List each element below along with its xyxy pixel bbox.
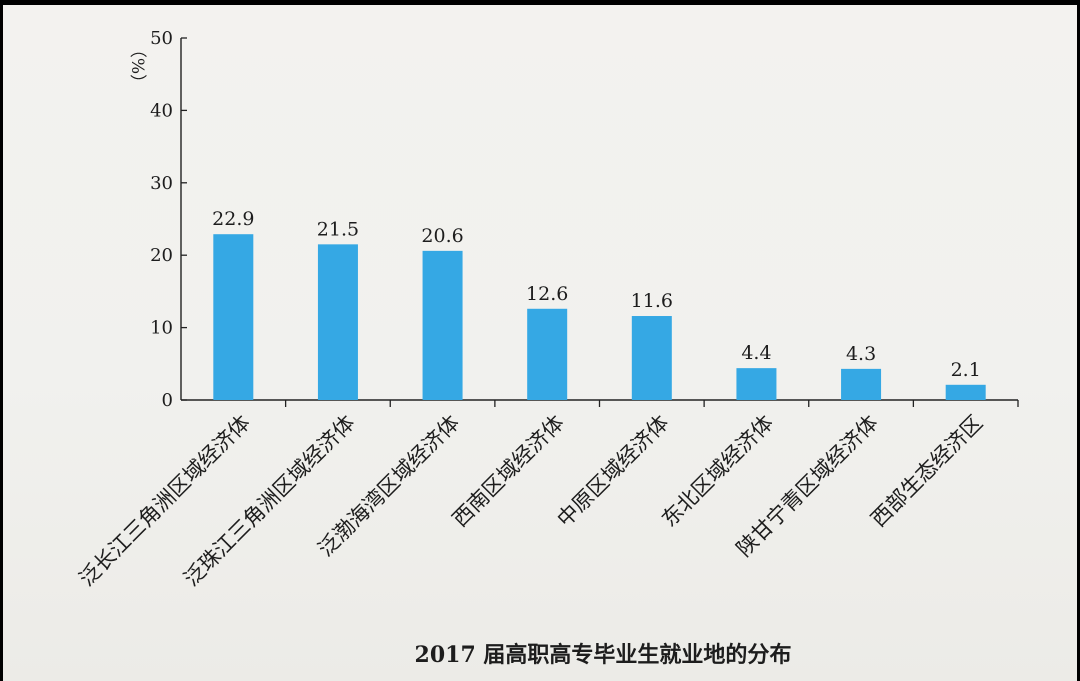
category-label: 泛长江三角洲区域经济体 <box>75 411 255 591</box>
y-tick-label: 0 <box>162 390 173 411</box>
bar-value-label: 12.6 <box>526 283 568 305</box>
bar-value-label: 22.9 <box>212 208 254 230</box>
y-tick-label: 50 <box>150 28 173 49</box>
y-axis-unit-label: （%） <box>127 41 147 91</box>
y-tick-label: 20 <box>150 245 173 266</box>
bar-value-label: 4.3 <box>846 343 876 365</box>
category-labels: 泛长江三角洲区域经济体泛珠江三角洲区域经济体泛渤海湾区域经济体西南区域经济体中原… <box>75 411 988 591</box>
chart-title: 2017 届高职高专毕业生就业地的分布 <box>415 642 792 668</box>
y-axis: 0 10 20 30 40 50 <box>150 28 187 411</box>
category-label: 泛珠江三角洲区域经济体 <box>179 411 359 591</box>
category-label: 中原区域经济体 <box>552 411 673 532</box>
bar <box>317 244 358 400</box>
bar-value-label: 11.6 <box>631 290 673 312</box>
bar <box>213 234 254 400</box>
bars <box>213 234 986 400</box>
bar <box>841 368 882 400</box>
bar <box>736 368 777 400</box>
bar <box>631 316 672 400</box>
x-axis <box>181 399 1019 407</box>
category-label: 东北区域经济体 <box>657 411 778 532</box>
bar-value-label: 2.1 <box>951 359 981 381</box>
bar-value-label: 20.6 <box>421 225 463 247</box>
bar-value-label: 4.4 <box>741 342 771 364</box>
y-tick-label: 10 <box>150 318 173 339</box>
y-tick-label: 40 <box>150 100 173 121</box>
y-tick-label: 30 <box>150 173 173 194</box>
bar-value-label: 21.5 <box>317 218 359 240</box>
value-labels: 22.9 21.5 20.6 12.6 11.6 4.4 4.3 2.1 <box>212 208 981 381</box>
category-label: 西南区域经济体 <box>448 411 569 532</box>
bar <box>422 250 463 400</box>
bar <box>527 308 568 400</box>
bar <box>945 384 986 400</box>
category-label: 西部生态经济区 <box>866 411 987 532</box>
